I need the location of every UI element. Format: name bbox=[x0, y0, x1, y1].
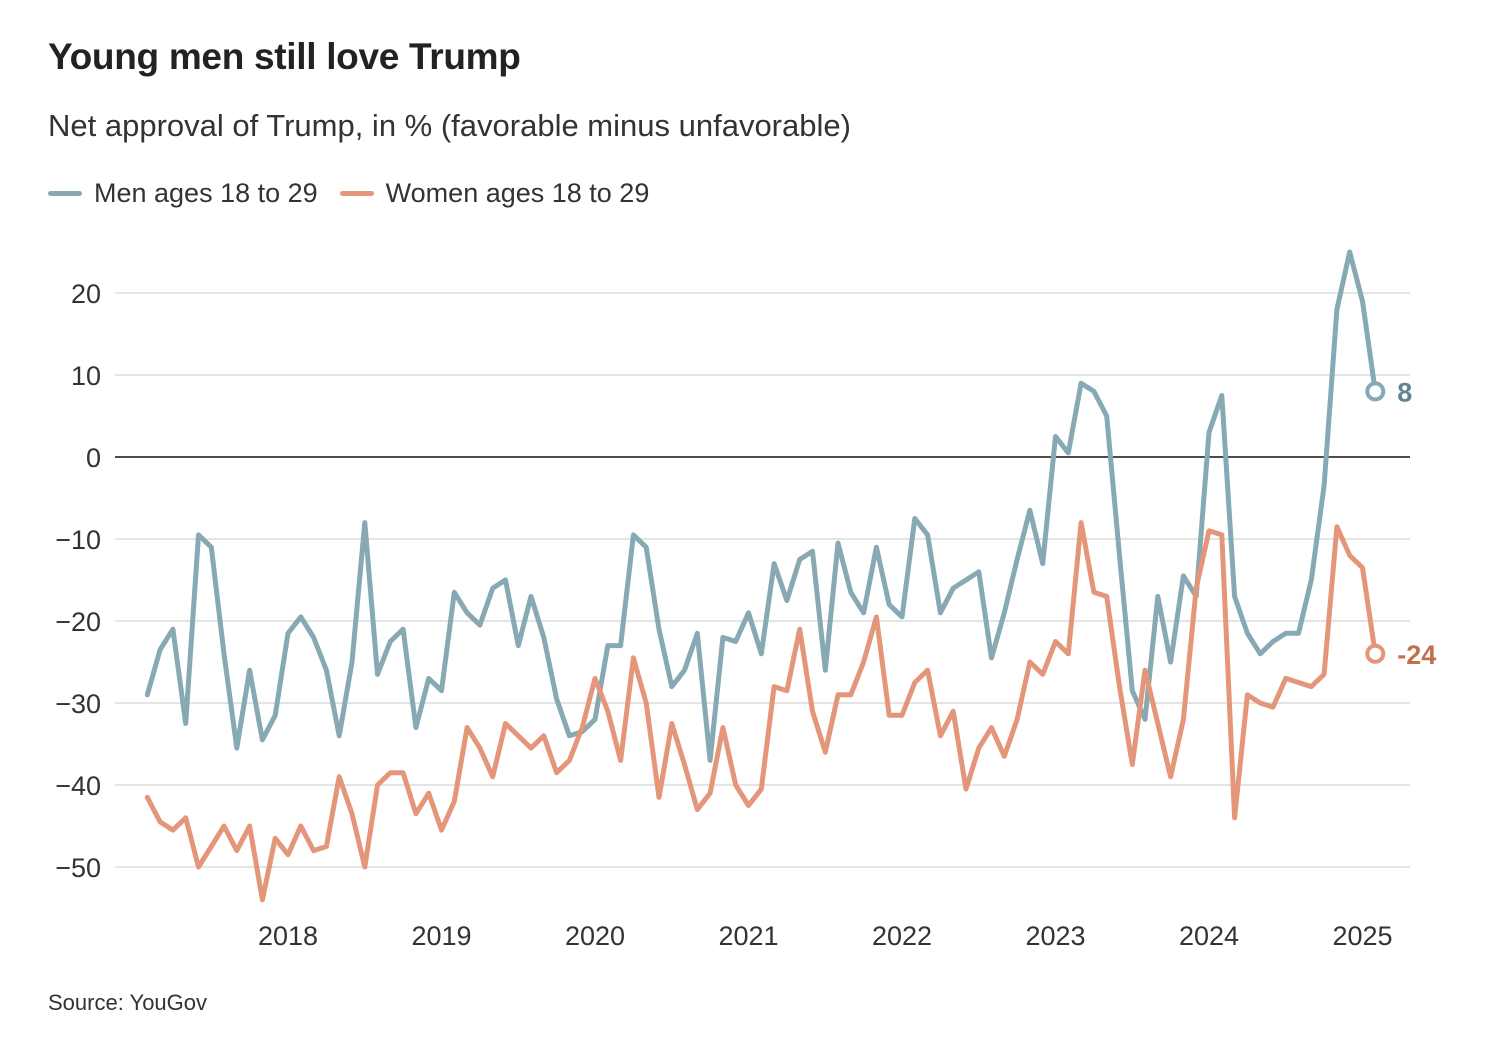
y-tick-label: −20 bbox=[55, 607, 101, 637]
x-tick-label: 2023 bbox=[1025, 921, 1085, 951]
legend-item-men: Men ages 18 to 29 bbox=[48, 178, 318, 209]
x-tick-label: 2019 bbox=[411, 921, 471, 951]
chart-subtitle: Net approval of Trump, in % (favorable m… bbox=[48, 108, 851, 143]
chart-title: Young men still love Trump bbox=[48, 36, 521, 77]
series-line-women bbox=[144, 520, 1378, 903]
x-tick-label: 2018 bbox=[258, 921, 318, 951]
x-tick-label: 2022 bbox=[872, 921, 932, 951]
y-tick-label: −10 bbox=[55, 525, 101, 555]
legend-swatch-women bbox=[339, 191, 374, 196]
x-tick-label: 2021 bbox=[718, 921, 778, 951]
y-tick-label: 0 bbox=[86, 443, 101, 473]
y-tick-label: −30 bbox=[55, 689, 101, 719]
legend-item-women: Women ages 18 to 29 bbox=[339, 178, 650, 209]
y-tick-label: 10 bbox=[71, 361, 101, 391]
legend-label-men: Men ages 18 to 29 bbox=[94, 178, 318, 208]
series-line-men bbox=[144, 249, 1378, 763]
legend: Men ages 18 to 29 Women ages 18 to 29 bbox=[48, 178, 671, 209]
legend-label-women: Women ages 18 to 29 bbox=[385, 178, 650, 208]
end-point-marker bbox=[1365, 643, 1386, 664]
end-value-label: -24 bbox=[1397, 640, 1436, 670]
y-tick-label: −40 bbox=[55, 771, 101, 801]
end-value-label: 8 bbox=[1397, 377, 1412, 407]
y-tick-label: −50 bbox=[55, 853, 101, 883]
legend-swatch-men bbox=[48, 191, 82, 196]
x-tick-label: 2020 bbox=[565, 921, 625, 951]
source-note: Source: YouGov bbox=[48, 990, 208, 1015]
x-tick-label: 2024 bbox=[1179, 921, 1239, 951]
end-point-marker bbox=[1365, 381, 1386, 402]
x-tick-label: 2025 bbox=[1332, 921, 1392, 951]
y-tick-label: 20 bbox=[71, 279, 101, 309]
